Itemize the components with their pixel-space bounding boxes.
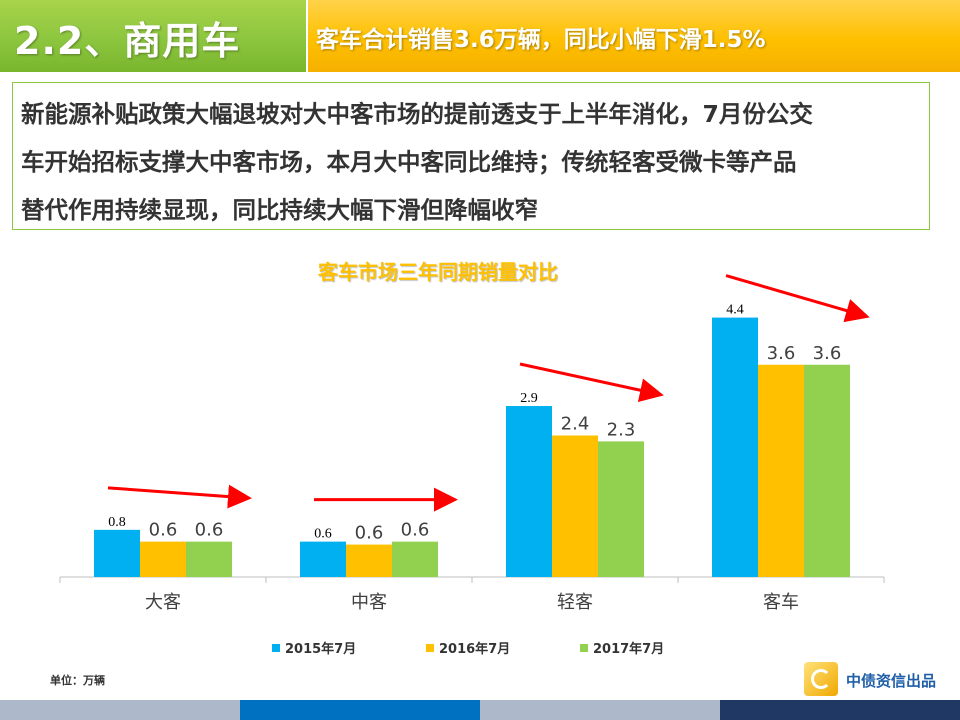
data-label: 2.4 [561, 414, 590, 435]
data-label: 0.6 [314, 527, 332, 542]
data-label: 0.6 [149, 520, 178, 541]
summary-line-3: 替代作用持续显现，同比持续大幅下滑但降幅收窄 [21, 196, 538, 224]
unit-note: 单位：万辆 [50, 674, 105, 687]
bar-客车-2017年7月 [804, 364, 850, 577]
data-label: 0.6 [195, 520, 224, 541]
bar-客车-2015年7月 [712, 317, 758, 577]
trend-arrow [107, 484, 252, 509]
legend-item-2015: 2015年7月 [272, 638, 356, 657]
footer-segment-1 [0, 700, 240, 720]
logo-icon [804, 662, 838, 696]
bar-轻客-2015年7月 [506, 406, 552, 577]
legend-item-2017: 2017年7月 [580, 638, 664, 657]
bar-轻客-2016年7月 [552, 435, 598, 577]
data-label: 0.6 [401, 520, 430, 541]
bar-中客-2017年7月 [392, 541, 438, 577]
section-title-banner: 2.2、商用车 [0, 0, 306, 72]
bar-大客-2016年7月 [140, 541, 186, 577]
bar-中客-2016年7月 [346, 544, 392, 577]
bar-轻客-2017年7月 [598, 441, 644, 577]
footer-segment-2 [240, 700, 480, 720]
data-label: 2.3 [607, 419, 636, 440]
legend-label-2017: 2017年7月 [593, 642, 665, 657]
trend-arrow [519, 362, 664, 402]
headline: 客车合计销售3.6万辆，同比小幅下滑1.5% [316, 27, 766, 53]
legend-swatch-2015 [272, 644, 280, 652]
legend-item-2016: 2016年7月 [426, 638, 510, 657]
category-label: 中客 [351, 592, 387, 613]
footer-bar [0, 700, 960, 720]
data-label: 3.6 [767, 343, 796, 364]
chart-legend: 2015年7月 2016年7月 2017年7月 [0, 638, 960, 658]
bar-大客-2017年7月 [186, 541, 232, 577]
bar-中客-2015年7月 [300, 541, 346, 577]
legend-swatch-2016 [426, 644, 434, 652]
footer-segment-3 [480, 700, 720, 720]
logo-text: 中债资信出品 [846, 672, 937, 690]
summary-line-2: 车开始招标支撑大中客市场，本月大中客同比维持；传统轻客受微卡等产品 [21, 148, 797, 176]
trend-arrow [725, 274, 870, 323]
section-title: 2.2、商用车 [14, 19, 241, 63]
category-label: 大客 [145, 592, 181, 613]
category-label: 客车 [763, 592, 799, 613]
data-label: 2.9 [520, 391, 538, 406]
data-label: 0.8 [108, 515, 126, 530]
data-label: 3.6 [813, 343, 842, 364]
brand-logo: 中债资信出品 [804, 662, 952, 698]
headline-banner: 客车合计销售3.6万辆，同比小幅下滑1.5% [308, 0, 960, 72]
summary-box: 新能源补贴政策大幅退坡对大中客市场的提前透支于上半年消化，7月份公交 车开始招标… [12, 82, 930, 230]
category-label: 轻客 [557, 592, 593, 613]
data-label: 4.4 [726, 303, 744, 318]
bar-大客-2015年7月 [94, 529, 140, 577]
footer-segment-4 [720, 700, 960, 720]
legend-label-2016: 2016年7月 [439, 642, 511, 657]
legend-swatch-2017 [580, 644, 588, 652]
bar-客车-2016年7月 [758, 364, 804, 577]
summary-line-1: 新能源补贴政策大幅退坡对大中客市场的提前透支于上半年消化，7月份公交 [21, 100, 813, 128]
data-label: 0.6 [355, 523, 384, 544]
chart-title: 客车市场三年同期销量对比 [318, 260, 558, 284]
legend-label-2015: 2015年7月 [285, 642, 357, 657]
